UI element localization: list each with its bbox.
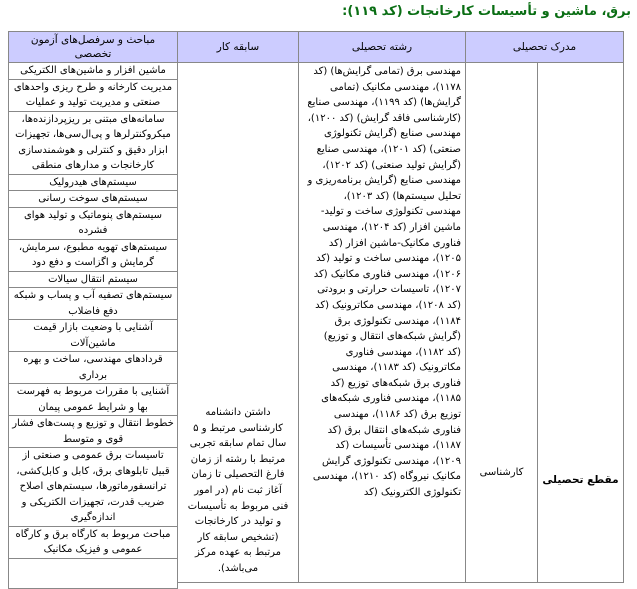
subject-row: سیستم‌های هیدرولیک: [8, 174, 178, 191]
header-subjects: مباحث و سرفصل‌های آزمون تخصصی: [8, 31, 178, 63]
header-degree: مدرک تحصیلی: [465, 31, 624, 63]
subject-row: آشنایی با وضعیت بازار قیمت ماشین‌آلات: [8, 320, 178, 352]
subject-row: مباحث مربوط به کارگاه برق و کارگاه عمومی…: [8, 526, 178, 559]
subject-row: سیستم‌های سوخت رسانی: [8, 191, 178, 208]
experience-cell: داشتن دانشنامه کارشناسی مرتبط و ۵ سال تم…: [177, 63, 299, 583]
header-experience: سابقه کار: [177, 31, 299, 63]
subject-row: سیستم انتقال سیالات: [8, 271, 178, 288]
subject-row: آشنایی با مقررات مربوط به فهرست بها و شر…: [8, 384, 178, 416]
subject-row: سیستم‌های پنوماتیک و تولید هوای فشرده: [8, 207, 178, 240]
subject-row: تاسیسات برق عمومی و صنعتی از قبیل تابلوه…: [8, 448, 178, 527]
subject-row: سیستم‌های تصفیه آب و پساب و شبکه دفع فاض…: [8, 288, 178, 320]
subject-row: سیستم‌های تهویه مطبوع، سرمایش، گرمایش و …: [8, 239, 178, 272]
subject-row: قردادهای مهندسی، ساخت و بهره برداری: [8, 352, 178, 384]
subjects-list: ماشین افزار و ماشین‌های الکتریکی مدیریت ک…: [8, 63, 178, 589]
subject-row: [8, 558, 178, 589]
degree-level-label: مقطع تحصیلی: [542, 474, 619, 486]
degree-value-cell: کارشناسی: [465, 63, 538, 583]
subject-row: سامانه‌های مبتنی بر ریزپردازنده‌ها، میکر…: [8, 111, 178, 175]
header-field: رشته تحصیلی: [298, 31, 466, 63]
fields-text: مهندسی برق (تمامی گرایش‌ها) (کد ۱۱۷۸)، م…: [307, 66, 461, 499]
page-title: برق، ماشین و تأسیسات کارخانجات (کد ۱۱۹):: [342, 4, 631, 19]
subject-row: خطوط انتقال و توزیع و پست‌های فشار قوی و…: [8, 416, 178, 448]
degree-value: کارشناسی: [479, 467, 524, 478]
degree-level-cell: مقطع تحصیلی: [537, 63, 624, 583]
fields-cell: مهندسی برق (تمامی گرایش‌ها) (کد ۱۱۷۸)، م…: [298, 63, 466, 583]
subject-row: ماشین افزار و ماشین‌های الکتریکی: [8, 63, 178, 80]
subject-row: مدیریت کارخانه و طرح ریزی واحدهای صنعتی …: [8, 79, 178, 112]
experience-text: داشتن دانشنامه کارشناسی مرتبط و ۵ سال تم…: [187, 407, 289, 574]
